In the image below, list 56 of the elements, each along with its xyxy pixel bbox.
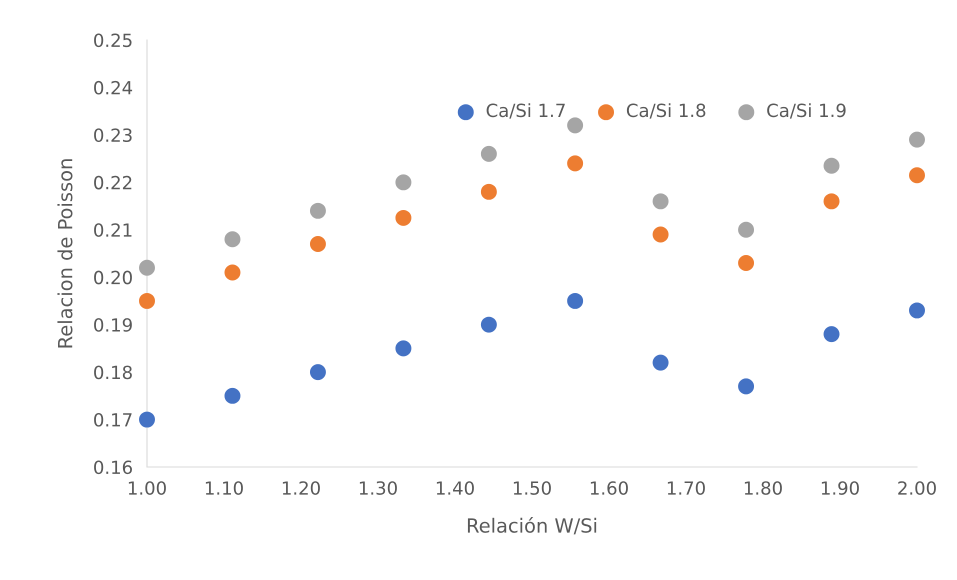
point	[224, 231, 240, 248]
point	[738, 378, 754, 394]
point	[310, 364, 326, 380]
point	[480, 184, 497, 200]
point	[310, 202, 326, 219]
y-tick-label: 0.16	[94, 460, 132, 474]
x-tick-label: 1.90	[822, 481, 859, 495]
point	[567, 292, 584, 309]
y-tick-label: 0.23	[94, 128, 132, 142]
y-tick-label: 0.21	[94, 223, 132, 237]
point	[738, 222, 754, 238]
x-tick-label: 1.50	[514, 481, 551, 495]
point	[567, 117, 584, 134]
point	[652, 226, 669, 242]
point	[480, 146, 497, 162]
x-tick-label: 1.70	[668, 481, 705, 495]
y-axis-title: Relacion de Poisson	[57, 159, 72, 348]
x-tick-label: 1.30	[360, 481, 397, 495]
point	[395, 210, 412, 226]
point	[224, 264, 240, 280]
point	[139, 292, 155, 309]
y-tick-label: 0.18	[94, 366, 132, 380]
y-tick-label: 0.19	[94, 318, 132, 332]
point	[909, 302, 925, 318]
point	[652, 354, 669, 371]
point	[738, 255, 754, 271]
x-tick-label: 1.40	[436, 481, 474, 495]
x-tick-label: 1.10	[206, 481, 243, 495]
x-tick-label: 1.20	[282, 481, 320, 495]
point	[395, 340, 412, 356]
y-tick-label: 0.22	[94, 176, 132, 190]
point	[567, 155, 584, 172]
x-axis-title: Relación W/Si	[468, 517, 596, 534]
point	[909, 167, 925, 184]
point	[139, 412, 155, 428]
x-tick-label: 1.80	[744, 481, 782, 495]
point	[224, 388, 240, 404]
point	[824, 158, 840, 174]
y-tick-label: 0.24	[94, 80, 132, 95]
point	[824, 326, 840, 342]
x-tick-label: 1.00	[128, 481, 166, 495]
y-tick-label: 0.17	[94, 413, 132, 427]
y-tick-label: 0.25	[94, 33, 132, 48]
legend-label: Ca/Si 1.9	[767, 103, 846, 119]
legend-label: Ca/Si 1.8	[626, 103, 706, 119]
x-tick-label: 2.00	[898, 481, 936, 495]
point	[909, 132, 925, 148]
legend-label: Ca/Si 1.7	[486, 103, 565, 119]
point	[480, 316, 497, 333]
point	[652, 193, 669, 210]
point	[310, 236, 326, 252]
x-tick-label: 1.60	[590, 481, 628, 495]
point	[824, 193, 840, 210]
y-tick-label: 0.20	[94, 270, 132, 284]
point	[395, 174, 412, 190]
point	[139, 260, 155, 276]
